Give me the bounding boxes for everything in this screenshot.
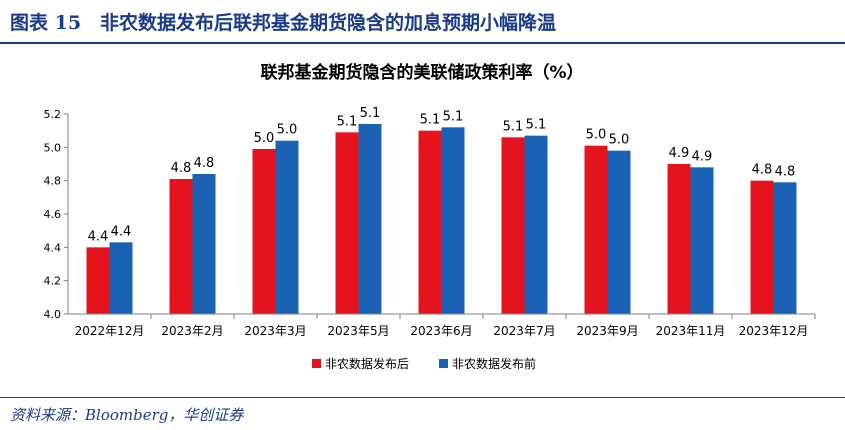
y-axis: 4.0 4.2 4.4 4.6 4.8 5.0 5.2 bbox=[44, 108, 69, 321]
bar-after bbox=[418, 130, 442, 314]
y-tick-label: 4.2 bbox=[44, 275, 62, 288]
bar-after bbox=[667, 164, 691, 314]
bar-chart: 联邦基金期货隐含的美联储政策利率（%） 4.04.24.44.64.85.05.… bbox=[44, 62, 816, 371]
bar-after bbox=[252, 149, 276, 314]
value-label-before: 4.9 bbox=[692, 149, 713, 164]
value-label-before: 5.0 bbox=[609, 133, 630, 148]
y-tick-label: 4.0 bbox=[44, 308, 62, 321]
value-label-after: 4.4 bbox=[88, 229, 109, 244]
value-label-before: 4.8 bbox=[775, 164, 796, 179]
value-label-after: 5.1 bbox=[503, 119, 524, 134]
value-label-before: 5.1 bbox=[360, 106, 381, 121]
x-tick-label: 2023年11月 bbox=[656, 324, 726, 338]
bar-before bbox=[441, 127, 465, 314]
legend-label-after: 非农数据发布后 bbox=[325, 356, 409, 371]
y-tick-label: 5.2 bbox=[44, 108, 62, 121]
value-label-after: 5.0 bbox=[254, 131, 275, 146]
value-label-after: 4.8 bbox=[171, 161, 192, 176]
value-label-before: 5.1 bbox=[443, 109, 464, 124]
value-label-before: 5.1 bbox=[526, 118, 547, 133]
value-label-after: 4.8 bbox=[752, 163, 773, 178]
value-label-after: 4.9 bbox=[669, 146, 690, 161]
x-tick-label: 2023年7月 bbox=[493, 324, 555, 338]
bar-before bbox=[607, 150, 631, 314]
x-tick-label: 2023年12月 bbox=[739, 324, 809, 338]
x-tick-label: 2023年5月 bbox=[327, 324, 389, 338]
x-tick-label: 2023年3月 bbox=[244, 324, 306, 338]
bar-before bbox=[358, 124, 382, 314]
bar-before bbox=[275, 140, 299, 314]
legend-swatch-before bbox=[439, 359, 448, 368]
header-rule bbox=[0, 42, 845, 44]
x-tick-label: 2022年12月 bbox=[75, 324, 145, 338]
source-note: 资料来源：Bloomberg，华创证券 bbox=[10, 406, 244, 424]
value-label-after: 5.1 bbox=[337, 114, 358, 129]
value-label-before: 5.0 bbox=[277, 123, 298, 138]
bar-before bbox=[109, 242, 133, 314]
bar-after bbox=[584, 145, 608, 314]
value-label-before: 4.4 bbox=[111, 224, 132, 239]
y-tick-label: 4.8 bbox=[44, 175, 62, 188]
bar-after bbox=[501, 137, 525, 314]
bar-before bbox=[192, 174, 216, 314]
legend-label-before: 非农数据发布前 bbox=[452, 356, 536, 371]
bar-after bbox=[750, 180, 774, 314]
footer-rule bbox=[0, 397, 845, 398]
value-labels-group: 4.4 4.44.8 4.85.05.05.15.1 5.1 5.15.1 5.15.0 5… bbox=[88, 106, 796, 244]
x-axis: 2022年12月 2023年2月 2023年3月 2023年5月 2023年6月 2023… bbox=[68, 313, 816, 338]
figure-label: 图表 15 非农数据发布后联邦基金期货隐含的加息预期小幅降温 bbox=[10, 12, 557, 34]
x-tick-label: 2023年9月 bbox=[576, 324, 638, 338]
legend: 非农数据发布后 非农数据发布前 bbox=[312, 356, 536, 371]
bar-before bbox=[690, 167, 714, 314]
figure-header: 图表 15 非农数据发布后联邦基金期货隐含的加息预期小幅降温 bbox=[0, 0, 845, 42]
value-label-after: 5.1 bbox=[420, 113, 441, 128]
bar-after bbox=[169, 179, 193, 314]
value-label-before: 4.8 bbox=[194, 156, 215, 171]
y-tick-label: 4.6 bbox=[44, 208, 62, 221]
bars-group bbox=[86, 124, 797, 314]
chart-title: 联邦基金期货隐含的美联储政策利率（%） bbox=[260, 62, 583, 83]
bar-after bbox=[335, 132, 359, 314]
value-label-after: 5.0 bbox=[586, 128, 607, 143]
y-tick-label: 5.0 bbox=[44, 141, 62, 154]
bar-after bbox=[86, 247, 110, 314]
bar-before bbox=[773, 182, 797, 314]
bar-before bbox=[524, 135, 548, 314]
x-tick-label: 2023年2月 bbox=[161, 324, 223, 338]
x-tick-label: 2023年6月 bbox=[410, 324, 472, 338]
legend-swatch-after bbox=[312, 359, 321, 368]
y-tick-label: 4.4 bbox=[44, 241, 62, 254]
